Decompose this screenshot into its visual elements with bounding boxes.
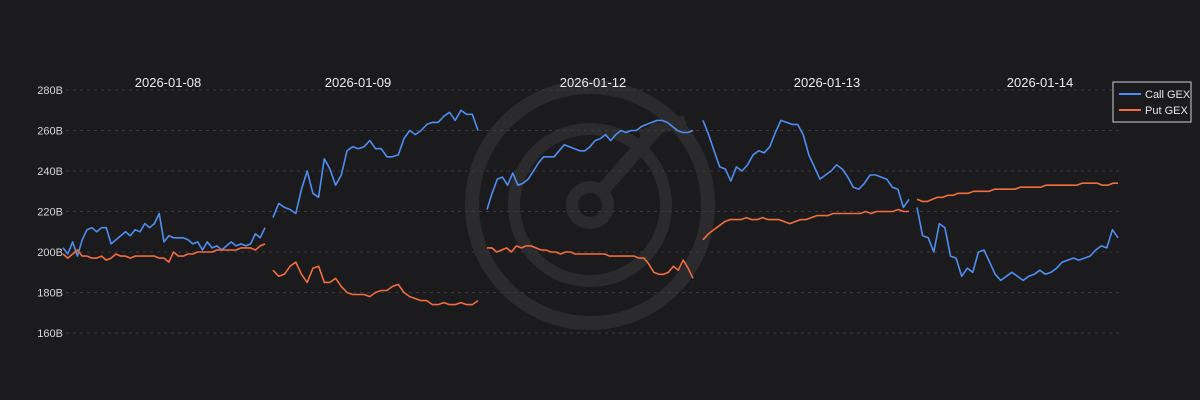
call-gex-line — [916, 207, 1119, 282]
y-tick-label: 260B — [37, 126, 63, 138]
y-tick-label: 220B — [37, 207, 63, 219]
day-label: 2026-01-08 — [135, 75, 202, 90]
call-gex-line — [272, 109, 479, 218]
day-label: 2026-01-14 — [1007, 75, 1074, 90]
day-label: 2026-01-12 — [560, 75, 627, 90]
day-labels: 2026-01-08 2026-01-09 2026-01-12 2026-01-13… — [135, 75, 1074, 90]
put-gex-line — [702, 208, 909, 241]
watermark-logo-icon — [465, 80, 715, 330]
legend-call-label: Call GEX — [1145, 89, 1191, 101]
y-tick-label: 180B — [37, 288, 63, 300]
grid-lines — [66, 89, 1122, 334]
y-tick-label: 200B — [37, 247, 63, 259]
legend-put-label: Put GEX — [1145, 105, 1188, 117]
put-gex-line — [487, 245, 694, 279]
series-lines — [62, 109, 1119, 306]
put-gex-line — [272, 261, 479, 306]
call-gex-line — [486, 119, 694, 210]
call-gex-line — [62, 212, 266, 257]
y-tick-label: 280B — [37, 85, 63, 97]
put-gex-line — [62, 243, 266, 263]
day-label: 2026-01-13 — [794, 75, 861, 90]
y-tick-label: 240B — [37, 166, 63, 178]
put-gex-line — [916, 182, 1118, 203]
legend[interactable]: Call GEX Put GEX — [1112, 81, 1192, 123]
call-gex-line — [702, 119, 910, 209]
y-tick-label: 160B — [37, 328, 63, 340]
y-axis: 160B 180B 200B 220B 240B 260B 280B — [37, 85, 63, 340]
day-label: 2026-01-09 — [325, 75, 392, 90]
